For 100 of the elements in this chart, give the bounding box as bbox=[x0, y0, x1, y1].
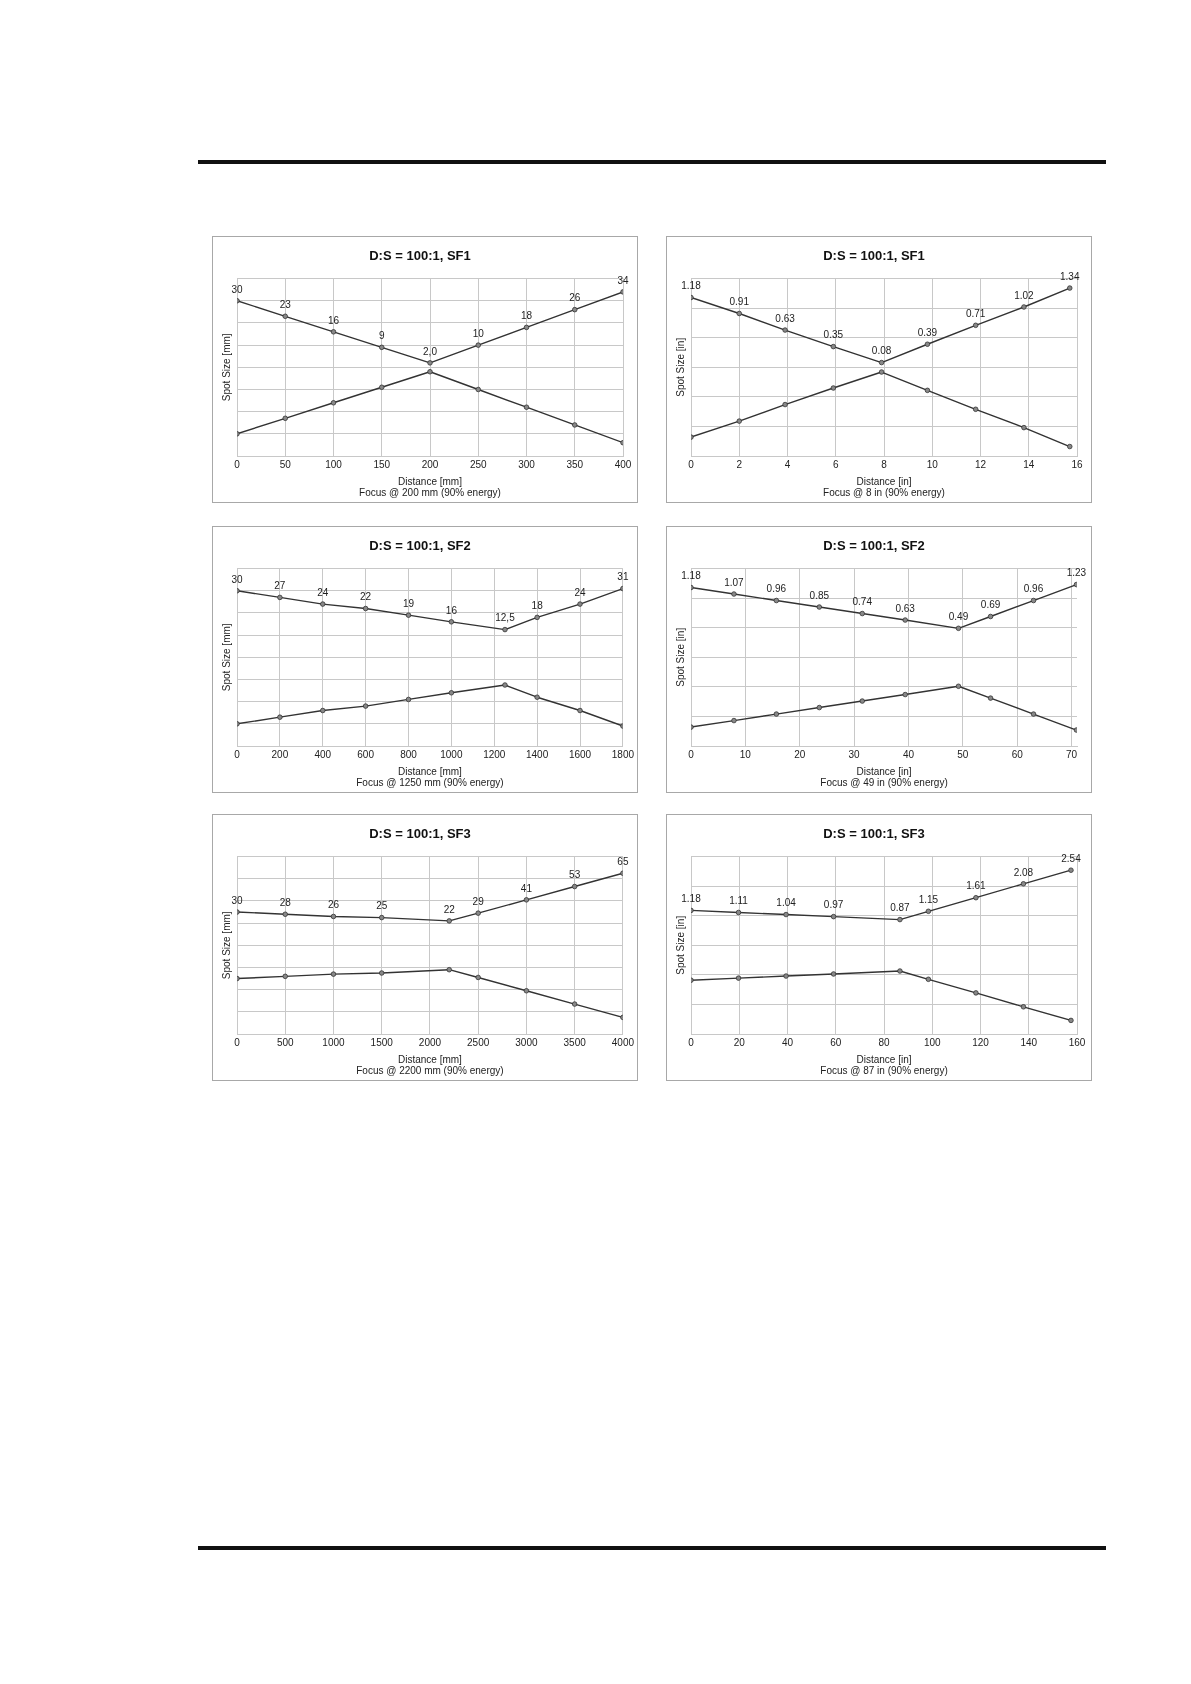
text: Focus @ 2200 mm (90% energy) bbox=[356, 1064, 504, 1076]
data-label: 2.08 bbox=[1013, 866, 1034, 878]
chart-title: D:S = 100:1, SF1 bbox=[369, 248, 471, 264]
data-label: 19 bbox=[402, 597, 415, 609]
x-tick-label: 200 bbox=[421, 458, 439, 470]
x-tick-label: 80 bbox=[878, 1036, 890, 1048]
data-label: 1.11 bbox=[729, 895, 749, 907]
x-tick-label: 30 bbox=[848, 748, 861, 760]
data-label: 1.18 bbox=[681, 893, 702, 905]
data-label: 24 bbox=[317, 586, 329, 598]
x-tick-label: 1800 bbox=[611, 748, 635, 760]
x-tick-label: 250 bbox=[469, 458, 488, 470]
y-axis-title: Spot Size [mm] bbox=[220, 911, 232, 980]
data-label: 2,0 bbox=[423, 345, 438, 357]
data-label: 0.63 bbox=[895, 602, 916, 614]
x-tick-label: 120 bbox=[972, 1036, 990, 1048]
x-tick-label: 3500 bbox=[563, 1036, 587, 1048]
data-label: 16 bbox=[327, 314, 340, 326]
data-label: 28 bbox=[279, 897, 292, 909]
data-label: 16 bbox=[445, 604, 458, 616]
data-label: 1.02 bbox=[1014, 289, 1035, 301]
x-tick-label: 0 bbox=[234, 458, 241, 470]
data-label: 12,5 bbox=[495, 612, 516, 624]
x-tick-label: 14 bbox=[1023, 458, 1035, 470]
data-label: 18 bbox=[520, 310, 533, 322]
x-tick-label: 600 bbox=[357, 748, 375, 760]
data-label: 1.18 bbox=[681, 570, 702, 582]
data-label: 0.49 bbox=[948, 611, 969, 623]
data-label: 34 bbox=[617, 274, 629, 286]
x-tick-label: 0 bbox=[688, 458, 695, 470]
x-tick-label: 4000 bbox=[611, 1036, 635, 1048]
y-axis-title: Spot Size [in] bbox=[674, 627, 686, 687]
text: Focus @ 200 mm (90% energy) bbox=[359, 486, 501, 498]
chart-title: D:S = 100:1, SF1 bbox=[823, 248, 925, 264]
data-label: 65 bbox=[617, 855, 629, 867]
x-axis-title: Distance [mm] bbox=[397, 765, 463, 777]
x-tick-label: 10 bbox=[926, 458, 939, 470]
x-tick-label: 10 bbox=[739, 748, 752, 760]
x-tick-label: 400 bbox=[614, 458, 632, 470]
chart-title: D:S = 100:1, SF2 bbox=[823, 538, 925, 554]
x-tick-label: 500 bbox=[276, 1036, 295, 1048]
x-tick-label: 200 bbox=[271, 748, 289, 760]
data-label: 30 bbox=[231, 573, 243, 585]
x-tick-label: 2 bbox=[736, 458, 743, 470]
data-label: 0.08 bbox=[871, 345, 892, 357]
data-label: 0.74 bbox=[852, 596, 873, 608]
text: Focus @ 87 in (90% energy) bbox=[820, 1064, 948, 1076]
x-tick-label: 12 bbox=[974, 458, 987, 470]
data-label: 30 bbox=[231, 894, 243, 906]
data-label: 27 bbox=[274, 580, 286, 592]
x-tick-label: 160 bbox=[1068, 1036, 1086, 1048]
x-tick-label: 1000 bbox=[322, 1036, 346, 1048]
data-label: 0.96 bbox=[766, 583, 787, 595]
data-label: 10 bbox=[472, 327, 485, 339]
y-axis-title: Spot Size [in] bbox=[674, 337, 686, 397]
x-tick-label: 20 bbox=[733, 1036, 746, 1048]
x-tick-label: 0 bbox=[688, 1036, 695, 1048]
x-tick-label: 60 bbox=[1011, 748, 1024, 760]
x-tick-label: 2500 bbox=[467, 1036, 490, 1048]
data-label: 1.34 bbox=[1060, 270, 1080, 282]
x-tick-label: 350 bbox=[566, 458, 584, 470]
data-label: 9 bbox=[378, 330, 385, 342]
data-label: 0.91 bbox=[729, 296, 750, 308]
chart-title: D:S = 100:1, SF2 bbox=[369, 538, 471, 554]
data-label: 1.07 bbox=[724, 576, 745, 588]
data-label: 0.96 bbox=[1023, 583, 1044, 595]
text: Focus @ 1250 mm (90% energy) bbox=[356, 776, 504, 788]
data-label: 26 bbox=[569, 292, 581, 304]
data-label: 0.69 bbox=[980, 599, 1001, 611]
x-tick-label: 100 bbox=[325, 458, 343, 470]
data-label: 0.87 bbox=[890, 902, 911, 914]
data-label: 26 bbox=[327, 899, 340, 911]
y-axis-title: Spot Size [in] bbox=[674, 915, 686, 975]
x-tick-label: 60 bbox=[830, 1036, 842, 1048]
x-tick-label: 6 bbox=[832, 458, 839, 470]
data-label: 0.39 bbox=[917, 326, 938, 338]
data-label: 1.15 bbox=[918, 894, 939, 906]
data-label: 22 bbox=[443, 903, 456, 915]
x-tick-label: 4 bbox=[784, 458, 791, 470]
data-label: 29 bbox=[472, 895, 485, 907]
data-label: 1.61 bbox=[966, 880, 987, 892]
data-label: 1.04 bbox=[776, 897, 797, 909]
x-axis-title: Distance [mm] bbox=[398, 475, 463, 487]
data-label: 30 bbox=[231, 283, 243, 295]
x-tick-label: 400 bbox=[314, 748, 332, 760]
x-tick-label: 0 bbox=[234, 1036, 241, 1048]
x-tick-label: 0 bbox=[688, 748, 695, 760]
y-axis-title: Spot Size [mm] bbox=[220, 623, 232, 692]
x-tick-label: 1400 bbox=[526, 748, 549, 760]
chart-title: D:S = 100:1, SF3 bbox=[369, 826, 471, 842]
data-label: 18 bbox=[531, 600, 544, 612]
x-tick-label: 3000 bbox=[515, 1036, 538, 1048]
data-label: 53 bbox=[569, 869, 581, 881]
x-tick-label: 300 bbox=[518, 458, 536, 470]
x-tick-label: 1600 bbox=[568, 748, 592, 760]
data-label: 0.71 bbox=[965, 308, 986, 320]
x-axis-title: Distance [mm] bbox=[397, 1053, 463, 1065]
x-axis-title: Distance [in] bbox=[856, 475, 912, 487]
data-label: 24 bbox=[574, 586, 586, 598]
x-tick-label: 100 bbox=[923, 1036, 942, 1048]
